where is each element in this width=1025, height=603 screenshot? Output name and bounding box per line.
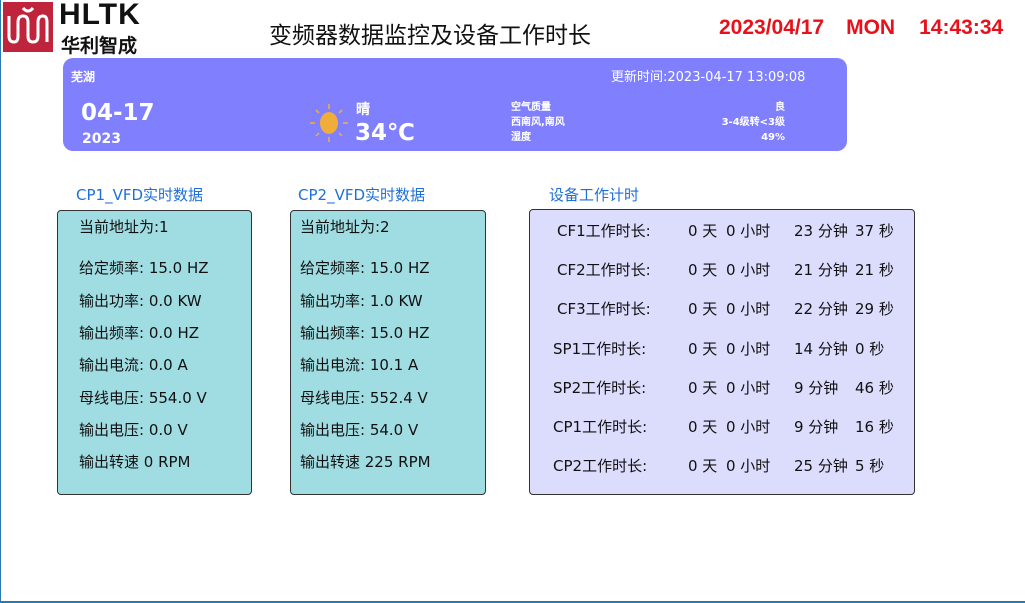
logo-icon <box>3 2 53 52</box>
timer-minutes: 23 分钟 <box>794 222 848 240</box>
air-quality-label: 空气质量 <box>511 102 551 113</box>
cp2-panel: 当前地址为:2 给定频率: 15.0 HZ 输出功率: 1.0 KW 输出频率: 15… <box>290 210 486 495</box>
timer-days: 0 天 <box>688 457 718 476</box>
sun-icon <box>309 103 349 147</box>
temperature: 34℃ <box>355 120 415 146</box>
cp1-data-row: 输出频率: 0.0 HZ <box>79 323 200 342</box>
timer-minutes: 14 分钟 <box>794 339 848 358</box>
timer-seconds: 5 秒 <box>855 457 885 476</box>
timer-hours: 0 小时 <box>726 339 771 358</box>
cp2-data-row: 输出功率: 1.0 KW <box>300 291 423 310</box>
timer-hours: 0 小时 <box>726 222 771 240</box>
cp1-data-row: 输出电流: 0.0 A <box>79 356 188 375</box>
cp1-data-row: 母线电压: 554.0 V <box>79 388 207 407</box>
cp2-data-row: 母线电压: 552.4 V <box>300 388 428 407</box>
timer-label: CF2工作时长: <box>557 261 651 280</box>
timer-seconds: 37 秒 <box>855 222 894 240</box>
cp1-panel: 当前地址为:1 给定频率: 15.0 HZ 输出功率: 0.0 KW 输出频率: 0.… <box>57 210 252 495</box>
cp1-data-row: 给定频率: 15.0 HZ <box>79 259 209 278</box>
update-time: 更新时间:2023-04-17 13:09:08 <box>611 70 806 85</box>
wind-value: 3-4级转<3级 <box>721 117 785 128</box>
wind-label: 西南风,南风 <box>511 117 565 128</box>
timer-seconds: 46 秒 <box>855 378 894 397</box>
timer-hours: 0 小时 <box>726 378 771 397</box>
cp1-title: CP1_VFD实时数据 <box>76 186 204 204</box>
timer-label: CF3工作时长: <box>557 300 651 319</box>
timer-seconds: 0 秒 <box>855 339 885 358</box>
timer-hours: 0 小时 <box>726 418 771 436</box>
cp1-data-row: 输出电压: 0.0 V <box>79 420 188 439</box>
timer-title: 设备工作计时 <box>549 186 640 204</box>
timer-label: CP1工作时长: <box>553 418 648 436</box>
timer-seconds: 21 秒 <box>855 261 894 280</box>
date: 2023/04/17 <box>719 16 825 39</box>
humidity-value: 49% <box>761 132 785 143</box>
timer-minutes: 9 分钟 <box>794 418 839 436</box>
logo-subtitle: 华利智成 <box>61 35 138 57</box>
air-quality-value: 良 <box>775 102 785 113</box>
cp2-data-row: 输出电流: 10.1 A <box>300 356 419 375</box>
weekday: MON <box>846 16 896 39</box>
cp1-data-row: 当前地址为:1 <box>79 218 169 236</box>
humidity-label: 湿度 <box>511 132 531 143</box>
timer-seconds: 29 秒 <box>855 300 894 319</box>
cp2-data-row: 给定频率: 15.0 HZ <box>300 259 430 278</box>
weather-date: 04-17 <box>81 100 155 126</box>
cp1-data-row: 输出转速 0 RPM <box>79 453 191 472</box>
timer-days: 0 天 <box>688 300 718 319</box>
cp2-data-row: 输出频率: 15.0 HZ <box>300 323 430 342</box>
timer-minutes: 9 分钟 <box>794 378 839 397</box>
timer-seconds: 16 秒 <box>855 418 894 436</box>
datetime: 2023/04/17 MON 14:43:34 <box>719 16 1003 40</box>
timer-label: CF1工作时长: <box>557 222 651 240</box>
cp1-data-row: 输出功率: 0.0 KW <box>79 291 202 310</box>
cp2-title: CP2_VFD实时数据 <box>298 186 426 204</box>
detail-values: 良 3-4级转<3级 49% <box>722 100 785 145</box>
timer-panel: CF1工作时长: 0 天 0 小时 23 分钟 37 秒 CF2工作时长: 0 天 0 小时 2… <box>529 209 915 495</box>
timer-hours: 0 小时 <box>726 300 771 319</box>
cp2-data-row: 输出转速 225 RPM <box>300 453 431 472</box>
weather-year: 2023 <box>82 131 121 147</box>
cp2-data-row: 输出电压: 54.0 V <box>300 420 419 439</box>
timer-days: 0 天 <box>688 418 718 436</box>
timer-days: 0 天 <box>688 339 718 358</box>
timer-days: 0 天 <box>688 222 718 240</box>
timer-hours: 0 小时 <box>726 261 771 280</box>
timer-label: CP2工作时长: <box>553 457 648 476</box>
logo-text: HLTK <box>59 0 141 31</box>
detail-labels: 空气质量 西南风,南风 湿度 <box>511 100 565 145</box>
page-title: 变频器数据监控及设备工作时长 <box>269 23 591 49</box>
timer-label: SP1工作时长: <box>553 339 647 358</box>
timer-days: 0 天 <box>688 261 718 280</box>
weather-card: 芜湖 更新时间:2023-04-17 13:09:08 04-17 2023 晴… <box>63 58 847 151</box>
city: 芜湖 <box>71 70 96 84</box>
timer-minutes: 21 分钟 <box>794 261 848 280</box>
timer-minutes: 22 分钟 <box>794 300 848 319</box>
timer-hours: 0 小时 <box>726 457 771 476</box>
cp2-data-row: 当前地址为:2 <box>300 218 390 236</box>
timer-minutes: 25 分钟 <box>794 457 848 476</box>
weather-condition: 晴 <box>356 102 370 118</box>
timer-label: SP2工作时长: <box>553 378 647 397</box>
time: 14:43:34 <box>919 16 1004 39</box>
timer-days: 0 天 <box>688 378 718 397</box>
